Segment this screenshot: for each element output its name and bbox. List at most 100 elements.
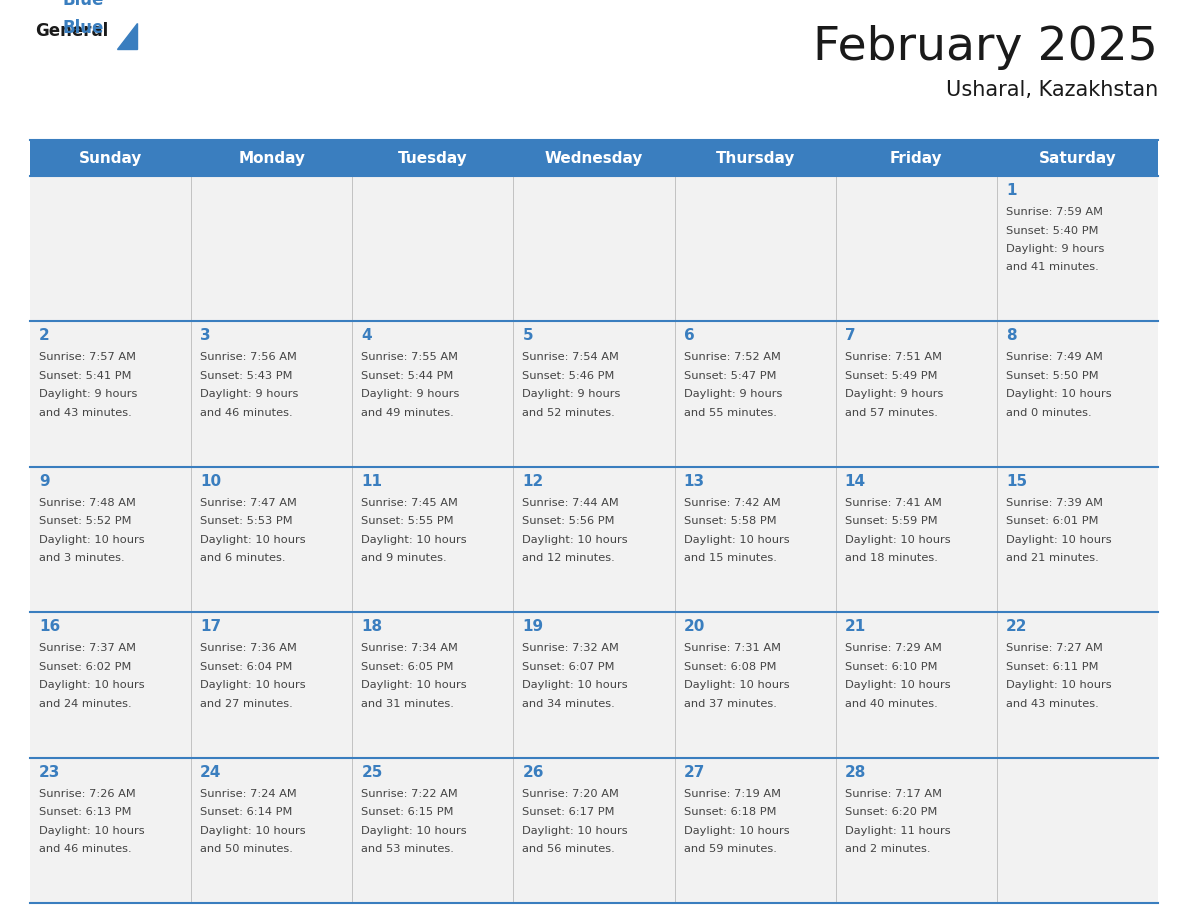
Text: 26: 26 <box>523 765 544 779</box>
Text: Sunset: 5:46 PM: Sunset: 5:46 PM <box>523 371 615 381</box>
Text: Sunrise: 7:59 AM: Sunrise: 7:59 AM <box>1006 207 1102 217</box>
Text: 20: 20 <box>683 620 704 634</box>
Text: and 40 minutes.: and 40 minutes. <box>845 699 937 709</box>
Text: Sunrise: 7:34 AM: Sunrise: 7:34 AM <box>361 644 459 654</box>
Text: Sunrise: 7:27 AM: Sunrise: 7:27 AM <box>1006 644 1102 654</box>
Text: and 3 minutes.: and 3 minutes. <box>39 554 125 564</box>
Text: Sunset: 6:18 PM: Sunset: 6:18 PM <box>683 807 776 817</box>
Text: Sunset: 6:10 PM: Sunset: 6:10 PM <box>845 662 937 672</box>
Text: Sunset: 5:53 PM: Sunset: 5:53 PM <box>200 516 292 526</box>
Text: Sunset: 6:05 PM: Sunset: 6:05 PM <box>361 662 454 672</box>
Text: 7: 7 <box>845 329 855 343</box>
Text: Sunset: 6:20 PM: Sunset: 6:20 PM <box>845 807 937 817</box>
Text: Daylight: 10 hours: Daylight: 10 hours <box>523 825 628 835</box>
Text: Sunset: 5:55 PM: Sunset: 5:55 PM <box>361 516 454 526</box>
Text: Daylight: 10 hours: Daylight: 10 hours <box>200 535 305 544</box>
Text: 21: 21 <box>845 620 866 634</box>
Text: Daylight: 10 hours: Daylight: 10 hours <box>200 680 305 690</box>
Text: 9: 9 <box>39 474 50 488</box>
Text: 4: 4 <box>361 329 372 343</box>
Text: Sunrise: 7:42 AM: Sunrise: 7:42 AM <box>683 498 781 508</box>
Text: Daylight: 10 hours: Daylight: 10 hours <box>361 825 467 835</box>
Bar <box>30 757 1158 903</box>
Text: and 18 minutes.: and 18 minutes. <box>845 554 937 564</box>
Text: and 53 minutes.: and 53 minutes. <box>361 844 454 854</box>
Bar <box>30 321 1158 466</box>
Text: Sunrise: 7:36 AM: Sunrise: 7:36 AM <box>200 644 297 654</box>
Text: 13: 13 <box>683 474 704 488</box>
Text: Sunset: 6:13 PM: Sunset: 6:13 PM <box>39 807 132 817</box>
Text: Daylight: 9 hours: Daylight: 9 hours <box>1006 244 1104 254</box>
Text: Daylight: 9 hours: Daylight: 9 hours <box>39 389 138 399</box>
Text: and 9 minutes.: and 9 minutes. <box>361 554 447 564</box>
Text: Sunrise: 7:49 AM: Sunrise: 7:49 AM <box>1006 353 1102 363</box>
Text: and 0 minutes.: and 0 minutes. <box>1006 408 1092 418</box>
Text: 27: 27 <box>683 765 704 779</box>
Text: Sunset: 6:07 PM: Sunset: 6:07 PM <box>523 662 615 672</box>
Text: Sunset: 5:50 PM: Sunset: 5:50 PM <box>1006 371 1099 381</box>
Text: 15: 15 <box>1006 474 1026 488</box>
Text: Daylight: 9 hours: Daylight: 9 hours <box>361 389 460 399</box>
Text: 3: 3 <box>200 329 210 343</box>
Text: and 37 minutes.: and 37 minutes. <box>683 699 777 709</box>
Text: Daylight: 10 hours: Daylight: 10 hours <box>1006 535 1112 544</box>
Text: Sunrise: 7:55 AM: Sunrise: 7:55 AM <box>361 353 459 363</box>
Text: Sunrise: 7:44 AM: Sunrise: 7:44 AM <box>523 498 619 508</box>
Text: Daylight: 9 hours: Daylight: 9 hours <box>683 389 782 399</box>
Text: Daylight: 10 hours: Daylight: 10 hours <box>200 825 305 835</box>
Text: Tuesday: Tuesday <box>398 151 468 165</box>
Text: 17: 17 <box>200 620 221 634</box>
Text: and 21 minutes.: and 21 minutes. <box>1006 554 1099 564</box>
Text: Sunrise: 7:22 AM: Sunrise: 7:22 AM <box>361 789 459 799</box>
Text: and 56 minutes.: and 56 minutes. <box>523 844 615 854</box>
Text: 24: 24 <box>200 765 221 779</box>
Text: Sunrise: 7:31 AM: Sunrise: 7:31 AM <box>683 644 781 654</box>
Text: 8: 8 <box>1006 329 1017 343</box>
Text: Daylight: 9 hours: Daylight: 9 hours <box>200 389 298 399</box>
Text: Sunset: 5:43 PM: Sunset: 5:43 PM <box>200 371 292 381</box>
Text: 11: 11 <box>361 474 383 488</box>
Text: Daylight: 10 hours: Daylight: 10 hours <box>39 535 145 544</box>
Text: Sunrise: 7:39 AM: Sunrise: 7:39 AM <box>1006 498 1102 508</box>
Text: Sunset: 5:41 PM: Sunset: 5:41 PM <box>39 371 132 381</box>
Bar <box>30 140 1158 176</box>
Text: Sunset: 5:58 PM: Sunset: 5:58 PM <box>683 516 776 526</box>
Text: Daylight: 10 hours: Daylight: 10 hours <box>361 535 467 544</box>
Text: and 24 minutes.: and 24 minutes. <box>39 699 132 709</box>
Text: Sunrise: 7:45 AM: Sunrise: 7:45 AM <box>361 498 459 508</box>
Text: Sunset: 6:02 PM: Sunset: 6:02 PM <box>39 662 132 672</box>
Text: Daylight: 10 hours: Daylight: 10 hours <box>1006 389 1112 399</box>
Text: and 31 minutes.: and 31 minutes. <box>361 699 454 709</box>
Text: Sunrise: 7:20 AM: Sunrise: 7:20 AM <box>523 789 619 799</box>
Text: 25: 25 <box>361 765 383 779</box>
Text: Sunrise: 7:29 AM: Sunrise: 7:29 AM <box>845 644 942 654</box>
Text: Sunrise: 7:51 AM: Sunrise: 7:51 AM <box>845 353 942 363</box>
Text: Sunset: 5:49 PM: Sunset: 5:49 PM <box>845 371 937 381</box>
Text: Daylight: 10 hours: Daylight: 10 hours <box>523 535 628 544</box>
Text: Daylight: 10 hours: Daylight: 10 hours <box>845 535 950 544</box>
Text: Daylight: 10 hours: Daylight: 10 hours <box>523 680 628 690</box>
Text: and 15 minutes.: and 15 minutes. <box>683 554 777 564</box>
Text: Sunset: 6:17 PM: Sunset: 6:17 PM <box>523 807 615 817</box>
Text: Thursday: Thursday <box>715 151 795 165</box>
Text: and 34 minutes.: and 34 minutes. <box>523 699 615 709</box>
Text: Daylight: 10 hours: Daylight: 10 hours <box>683 535 789 544</box>
Text: Daylight: 9 hours: Daylight: 9 hours <box>523 389 621 399</box>
Text: Sunset: 5:44 PM: Sunset: 5:44 PM <box>361 371 454 381</box>
Polygon shape <box>116 23 137 49</box>
Text: Sunset: 5:59 PM: Sunset: 5:59 PM <box>845 516 937 526</box>
Text: and 41 minutes.: and 41 minutes. <box>1006 263 1099 273</box>
Text: Sunset: 5:56 PM: Sunset: 5:56 PM <box>523 516 615 526</box>
Text: Sunset: 5:40 PM: Sunset: 5:40 PM <box>1006 226 1099 236</box>
Text: 16: 16 <box>39 620 61 634</box>
Text: Sunset: 5:52 PM: Sunset: 5:52 PM <box>39 516 132 526</box>
Text: 5: 5 <box>523 329 533 343</box>
Text: and 27 minutes.: and 27 minutes. <box>200 699 293 709</box>
Text: and 2 minutes.: and 2 minutes. <box>845 844 930 854</box>
Bar <box>30 176 1158 321</box>
Text: and 49 minutes.: and 49 minutes. <box>361 408 454 418</box>
Text: Friday: Friday <box>890 151 942 165</box>
Text: Daylight: 10 hours: Daylight: 10 hours <box>39 680 145 690</box>
Text: Daylight: 11 hours: Daylight: 11 hours <box>845 825 950 835</box>
Text: Sunday: Sunday <box>78 151 143 165</box>
